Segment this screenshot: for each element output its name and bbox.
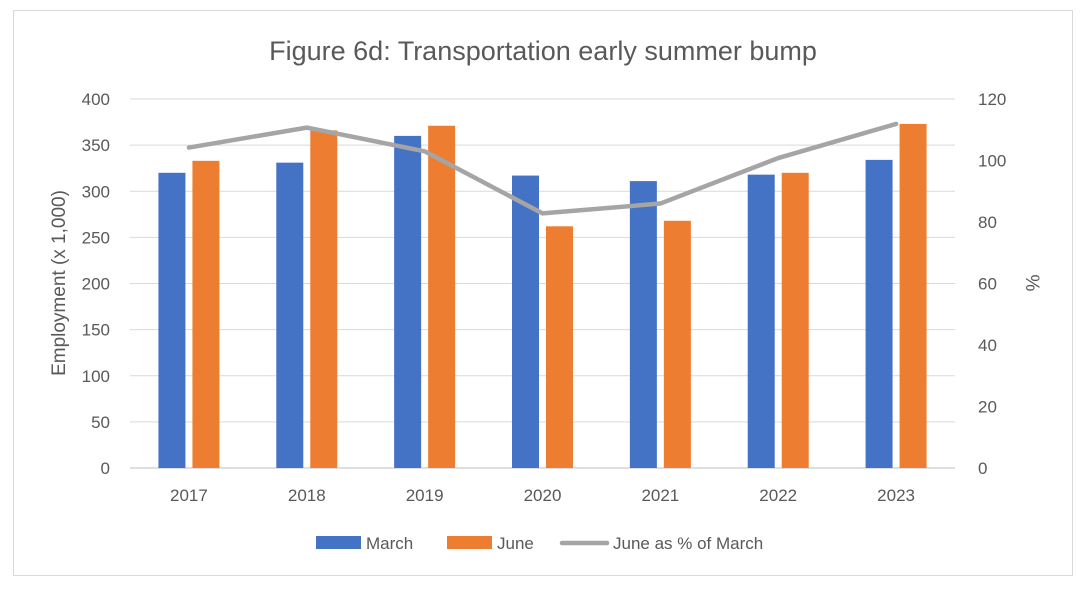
y-tick-label: 400	[82, 90, 110, 109]
y2-tick-label: 20	[978, 398, 997, 417]
y-tick-label: 300	[82, 182, 110, 201]
legend-label: March	[366, 534, 413, 553]
y-axis-label: Employment (x 1,000)	[49, 190, 70, 376]
bars	[158, 123, 927, 469]
x-tick-label: 2021	[641, 486, 679, 505]
bar-june	[192, 160, 220, 468]
y-tick-label: 0	[101, 459, 110, 478]
y2-tick-label: 100	[978, 152, 1006, 171]
y-axis-ticks: 0 50 100 150 200 250 300 350 400	[82, 90, 110, 478]
bar-june	[428, 125, 456, 468]
bar-march	[394, 135, 422, 468]
bar-june	[899, 123, 927, 468]
y-tick-label: 100	[82, 367, 110, 386]
legend-label: June	[497, 534, 534, 553]
y2-tick-label: 0	[978, 459, 987, 478]
y2-tick-label: 40	[978, 336, 997, 355]
x-axis-ticks: 2017 2018 2019 2020 2021 2022 2023	[170, 486, 915, 505]
legend-swatch	[316, 536, 361, 549]
bar-march	[276, 162, 304, 468]
y2-tick-label: 120	[978, 90, 1006, 109]
line-series	[186, 121, 899, 216]
bar-march	[629, 181, 657, 469]
y2-axis-label: %	[1021, 275, 1042, 292]
bar-june	[781, 172, 809, 469]
bar-march	[158, 172, 186, 469]
legend-label: June as % of March	[613, 534, 763, 553]
bar-june	[546, 226, 573, 468]
x-tick-label: 2017	[170, 486, 208, 505]
x-tick-label: 2020	[524, 486, 562, 505]
x-tick-label: 2019	[406, 486, 444, 505]
x-tick-label: 2023	[877, 486, 915, 505]
bar-june	[663, 220, 691, 468]
bar-june	[310, 130, 338, 469]
y-tick-label: 250	[82, 228, 110, 247]
y2-tick-label: 60	[978, 275, 997, 294]
bar-march	[865, 159, 893, 468]
bar-march	[512, 175, 539, 468]
legend: March June June as % of March	[316, 534, 763, 553]
legend-swatch	[447, 536, 492, 549]
bar-march	[747, 174, 775, 468]
chart-frame	[13, 10, 1073, 576]
x-tick-label: 2018	[288, 486, 326, 505]
y-tick-label: 350	[82, 136, 110, 155]
gridlines	[130, 98, 955, 469]
y2-axis-ticks: 0 20 40 60 80 100 120	[978, 90, 1006, 478]
y-tick-label: 150	[82, 321, 110, 340]
x-tick-label: 2022	[759, 486, 797, 505]
y-tick-label: 200	[82, 275, 110, 294]
y-tick-label: 50	[91, 413, 110, 432]
chart-title: Figure 6d: Transportation early summer b…	[269, 36, 817, 66]
y2-tick-label: 80	[978, 213, 997, 232]
